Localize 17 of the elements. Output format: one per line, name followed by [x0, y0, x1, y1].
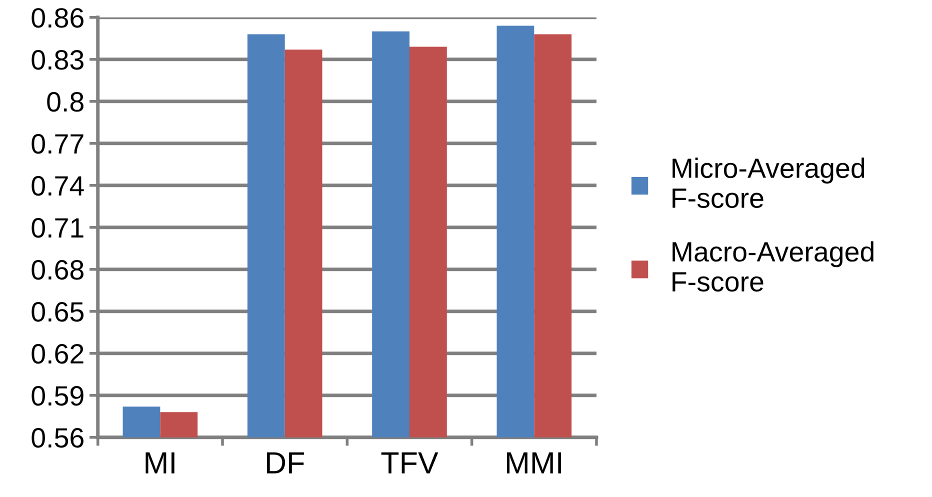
y-tick-label: 0.62 — [32, 344, 84, 364]
legend-label: Micro-Averaged F-score — [672, 158, 864, 208]
y-tick-label: 0.86 — [32, 8, 84, 28]
y-tick-label: 0.71 — [32, 218, 84, 238]
x-tick-label: MMI — [506, 452, 562, 474]
y-tick-label: 0.56 — [32, 428, 84, 448]
y-tick-label: 0.59 — [32, 386, 84, 406]
y-tick-label: 0.74 — [32, 176, 84, 196]
y-tick-label: 0.8 — [47, 92, 84, 112]
x-tick-label: DF — [266, 452, 304, 474]
x-tick-label: TFV — [381, 452, 438, 474]
y-tick-label: 0.68 — [32, 260, 84, 280]
y-tick-label: 0.83 — [32, 50, 84, 70]
y-tick-label: 0.77 — [32, 134, 84, 154]
y-tick-label: 0.65 — [32, 302, 84, 322]
x-tick-label: MI — [146, 452, 174, 474]
legend-label: Macro-Averaged F-score — [672, 241, 874, 292]
